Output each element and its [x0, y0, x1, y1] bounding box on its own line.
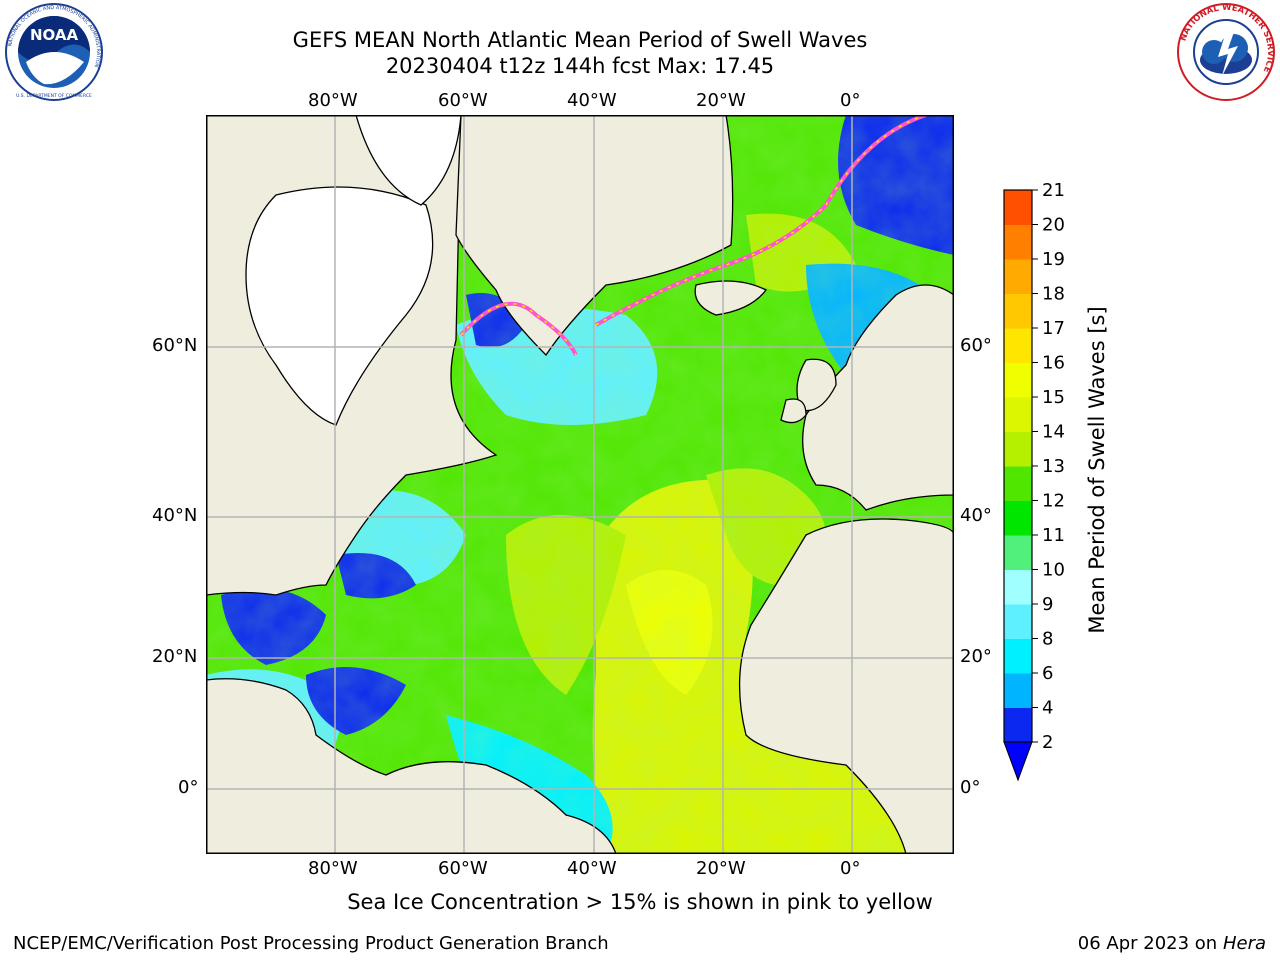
lon-label-top: 60°W: [438, 90, 488, 111]
colorbar-tick-label: 8: [1042, 629, 1053, 650]
colorbar-tick-label: 16: [1042, 353, 1065, 374]
colorbar-cell: [1004, 328, 1032, 363]
land-europe: [802, 284, 954, 511]
colorbar-tick-label: 9: [1042, 594, 1053, 615]
colorbar-tick-label: 10: [1042, 560, 1065, 581]
lat-label-left: 0°: [178, 777, 199, 798]
lon-label-bottom: 40°W: [567, 858, 617, 879]
colorbar-cell: [1004, 293, 1032, 329]
colorbar-tick-label: 21: [1042, 180, 1065, 201]
lon-label-top: 40°W: [567, 90, 617, 111]
lat-label-left: 40°N: [152, 505, 198, 526]
colorbar-cell: [1004, 397, 1032, 432]
colorbar: 2 4 6 8 9 10 11 12 13 14 15 16 17 18 19 20 21: [990, 180, 1070, 790]
colorbar-tick-label: 17: [1042, 318, 1065, 339]
colorbar-tick-label: 4: [1042, 698, 1053, 719]
noaa-bottom-text: U.S. DEPARTMENT OF COMMERCE: [16, 93, 92, 99]
colorbar-tick-label: 13: [1042, 456, 1065, 477]
map-subtitle: 20230404 t12z 144h fcst Max: 17.45: [385, 54, 775, 78]
arctic-channels: [355, 115, 462, 206]
swell-period-map: [206, 115, 954, 854]
lon-label-top: 20°W: [696, 90, 746, 111]
noaa-logo: NOAA NATIONAL OCEANIC AND ATMOSPHERIC AD…: [5, 3, 103, 101]
sea-ice-edge-high: [460, 115, 927, 356]
colorbar-cell: [1004, 707, 1032, 743]
colorbar-tick-label: 15: [1042, 387, 1065, 408]
lon-label-top: 80°W: [308, 90, 358, 111]
land-africa: [738, 518, 954, 854]
colorbar-cell: [1004, 362, 1032, 398]
colorbar-cell: [1004, 190, 1032, 225]
date-text: 06 Apr 2023 on Hera: [1078, 933, 1266, 954]
lon-label-bottom: 60°W: [438, 858, 488, 879]
colorbar-tick-label: 11: [1042, 525, 1065, 546]
machine-name: Hera: [1222, 933, 1266, 954]
colorbar-tick-label: 2: [1042, 732, 1053, 753]
colorbar-cell: [1004, 673, 1032, 708]
lat-label-left: 60°N: [152, 335, 198, 356]
colorbar-tick-label: 19: [1042, 249, 1065, 270]
colorbar-cell: [1004, 604, 1032, 639]
lon-label-bottom: 80°W: [308, 858, 358, 879]
lon-label-top: 0°: [840, 90, 861, 111]
lon-label-bottom: 20°W: [696, 858, 746, 879]
colorbar-cells: [1004, 190, 1032, 743]
colorbar-cell: [1004, 638, 1032, 674]
lat-label-right: 0°: [960, 777, 981, 798]
colorbar-tick-label: 14: [1042, 422, 1065, 443]
colorbar-cell: [1004, 224, 1032, 260]
nws-logo: NATIONAL WEATHER SERVICE: [1177, 3, 1275, 101]
land-south-america: [206, 678, 617, 854]
colorbar-cell: [1004, 466, 1032, 501]
colorbar-label: Mean Period of Swell Waves [s]: [1085, 306, 1109, 634]
map-title: GEFS MEAN North Atlantic Mean Period of …: [292, 28, 868, 52]
lat-label-left: 20°N: [152, 646, 198, 667]
land-britain: [796, 358, 837, 412]
colorbar-tick-label: 18: [1042, 284, 1065, 305]
colorbar-ticks: 2 4 6 8 9 10 11 12 13 14 15 16 17 18 19 20 21: [1032, 180, 1065, 753]
colorbar-tick-label: 12: [1042, 491, 1065, 512]
land-ireland: [780, 398, 807, 424]
colorbar-tick-label: 6: [1042, 663, 1053, 684]
date-value: 06 Apr 2023 on: [1077, 933, 1218, 954]
colorbar-cell: [1004, 500, 1032, 536]
colorbar-cell: [1004, 535, 1032, 570]
colorbar-cell: [1004, 569, 1032, 605]
colorbar-tick-label: 20: [1042, 215, 1065, 236]
sea-ice-note: Sea Ice Concentration > 15% is shown in …: [347, 890, 933, 914]
credit-text: NCEP/EMC/Verification Post Processing Pr…: [13, 933, 609, 954]
land-iceland: [694, 280, 767, 316]
colorbar-cell: [1004, 259, 1032, 294]
noaa-logo-text: NOAA: [30, 26, 79, 44]
graticule: [206, 115, 954, 854]
colorbar-cell: [1004, 431, 1032, 467]
lon-label-bottom: 0°: [840, 858, 861, 879]
